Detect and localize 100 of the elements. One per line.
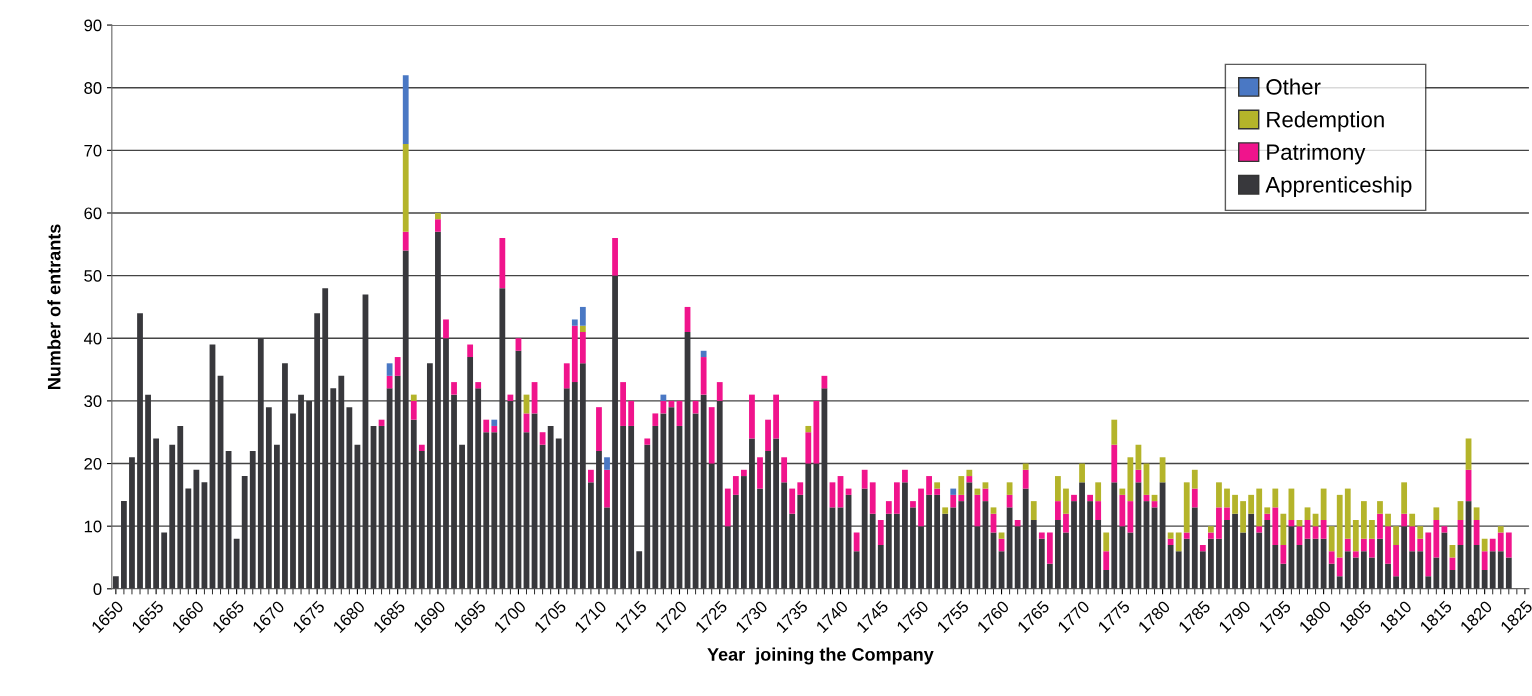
bar	[998, 532, 1005, 539]
bar	[1505, 557, 1512, 589]
bar	[700, 357, 707, 395]
bar	[1385, 513, 1391, 527]
bar	[1401, 482, 1408, 514]
bar	[1425, 532, 1432, 577]
bar	[902, 469, 908, 483]
bar	[749, 394, 755, 439]
bar	[1046, 563, 1053, 589]
bar	[765, 419, 771, 452]
bar	[732, 476, 739, 495]
bar	[636, 551, 643, 589]
bar	[1417, 538, 1424, 552]
x-axis-title: Year joining the Company	[707, 647, 934, 665]
bar	[1175, 551, 1182, 589]
bar	[1320, 488, 1327, 520]
bar	[491, 425, 498, 433]
bar	[1481, 551, 1488, 571]
bar	[1360, 551, 1367, 589]
y-tick-label: 20	[84, 457, 102, 470]
bar	[1385, 563, 1391, 589]
bar	[1208, 532, 1214, 539]
bar	[418, 444, 425, 452]
bar	[1336, 494, 1343, 558]
legend-label: Apprenticeship	[1265, 176, 1412, 198]
bar	[1256, 532, 1263, 589]
bar	[781, 457, 788, 483]
bar	[233, 538, 240, 589]
bar	[1272, 544, 1279, 589]
bar	[1175, 532, 1182, 552]
bar	[491, 419, 498, 426]
bar	[1352, 519, 1359, 552]
bar	[1111, 419, 1118, 445]
bar	[660, 400, 667, 414]
bar	[1199, 551, 1206, 589]
bar	[1377, 538, 1383, 589]
bar	[1433, 557, 1440, 589]
bar	[1433, 507, 1440, 520]
bar	[950, 494, 957, 508]
bar	[579, 325, 586, 332]
bar	[1063, 532, 1069, 589]
bar	[789, 488, 796, 514]
bar	[644, 438, 651, 445]
bar	[1095, 482, 1102, 502]
bar	[161, 532, 168, 589]
y-tick-label: 30	[84, 395, 102, 408]
bar	[1320, 538, 1327, 589]
bar	[1328, 563, 1335, 589]
bar	[1111, 444, 1118, 483]
bar	[982, 482, 989, 489]
bar	[700, 350, 707, 358]
bar	[974, 494, 981, 527]
bar	[805, 432, 812, 464]
bar	[1063, 513, 1069, 533]
bar	[1127, 501, 1134, 533]
bar	[1030, 501, 1037, 520]
bar	[1369, 519, 1375, 539]
bar	[539, 432, 546, 445]
bar	[1022, 463, 1029, 470]
bar	[877, 519, 884, 545]
bar	[1046, 532, 1053, 564]
y-axis-title: Number of entrants	[47, 224, 61, 389]
bar	[950, 488, 957, 495]
bar	[1183, 532, 1190, 539]
bar	[1280, 544, 1287, 564]
bar	[1417, 551, 1424, 589]
bar	[1497, 532, 1504, 552]
bar	[1401, 513, 1408, 527]
bar	[402, 144, 409, 232]
bar	[612, 238, 618, 276]
bar	[1489, 551, 1496, 589]
bar	[1055, 476, 1061, 502]
bar	[1071, 494, 1077, 502]
legend-label: Other	[1266, 78, 1321, 95]
bar	[1369, 538, 1375, 558]
bar	[1393, 576, 1399, 589]
bar	[1441, 526, 1448, 533]
y-tick-label: 70	[84, 144, 102, 157]
y-tick-label: 60	[84, 207, 102, 220]
bar	[966, 469, 973, 477]
bar	[483, 419, 490, 433]
bar	[1119, 494, 1126, 527]
bar	[1393, 544, 1399, 577]
bar	[1191, 488, 1198, 508]
bar	[910, 501, 916, 508]
bar	[741, 469, 747, 477]
bar	[475, 382, 482, 389]
bar	[1417, 526, 1424, 539]
bar	[112, 576, 119, 589]
bar	[918, 488, 924, 527]
bar	[1264, 507, 1271, 514]
bar	[1433, 519, 1440, 558]
bar	[1216, 507, 1222, 539]
bar	[861, 469, 868, 489]
y-tick-label: 0	[93, 583, 102, 596]
y-tick-label: 50	[84, 270, 102, 282]
bar	[1208, 538, 1214, 589]
bar	[805, 425, 812, 433]
bar	[1505, 532, 1512, 558]
bar	[813, 400, 820, 464]
